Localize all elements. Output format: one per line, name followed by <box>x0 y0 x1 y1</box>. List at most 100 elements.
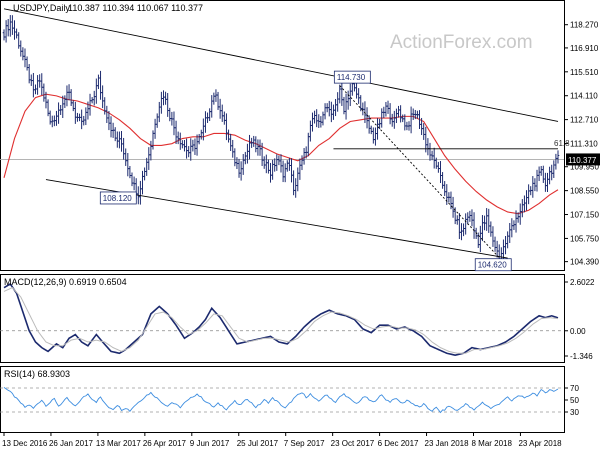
price-bar <box>409 106 413 134</box>
price-bar <box>542 165 545 183</box>
price-bar <box>193 138 197 155</box>
price-bar <box>248 134 251 160</box>
price-bar <box>65 85 69 107</box>
price-bar <box>239 161 243 181</box>
price-bar <box>225 113 228 141</box>
price-bar <box>183 139 186 152</box>
price-bar <box>97 74 100 90</box>
price-bar <box>506 231 509 249</box>
price-bar <box>521 199 524 218</box>
price-bar <box>63 95 67 108</box>
price-bar <box>298 158 302 180</box>
price-annotation-label: 114.730 <box>337 73 366 82</box>
price-bar <box>508 222 512 243</box>
last-price-label: 110.377 <box>568 156 597 165</box>
price-bar <box>42 83 46 102</box>
price-bar <box>218 98 222 119</box>
price-bar <box>441 172 444 189</box>
price-bar <box>143 167 146 181</box>
price-bar <box>4 20 8 43</box>
price-bar <box>157 101 161 123</box>
rsi-y-tick-label: 70 <box>570 384 579 393</box>
price-bar <box>82 115 86 126</box>
price-bar <box>57 102 60 124</box>
price-bar <box>126 153 130 177</box>
price-bar <box>176 131 180 145</box>
price-bar <box>174 120 178 145</box>
ohlc-readout: 110.387 110.394 110.067 110.377 <box>68 3 203 13</box>
macd-y-tick-label: 0.00 <box>570 327 586 336</box>
price-bar <box>130 172 134 187</box>
price-annotation: 114.730 <box>333 70 371 84</box>
price-bar <box>69 89 73 106</box>
price-bar <box>539 165 543 176</box>
price-bar <box>365 107 369 129</box>
price-bar <box>210 95 214 118</box>
macd-panel-frame <box>0 274 565 363</box>
price-bar <box>27 64 31 84</box>
price-bar <box>493 236 497 252</box>
price-bar <box>338 84 342 104</box>
price-bar <box>334 98 337 117</box>
price-bar <box>19 40 23 57</box>
price-annotation-label: 108.120 <box>103 194 132 203</box>
price-bar <box>369 125 373 135</box>
price-bar <box>15 28 18 39</box>
trendline-dotted <box>339 85 500 259</box>
price-bar <box>374 127 377 146</box>
price-bar <box>432 147 436 169</box>
price-bar <box>231 139 235 158</box>
price-bar <box>510 218 514 238</box>
price-bar <box>275 154 279 171</box>
price-bar <box>178 132 182 150</box>
macd-macd-line <box>3 282 559 356</box>
price-bar <box>101 85 104 109</box>
price-bar <box>283 163 287 183</box>
price-bar <box>535 169 539 192</box>
x-tick-label: 13 Mar 2017 <box>96 439 141 448</box>
price-bar <box>141 170 144 195</box>
price-bar <box>71 100 75 112</box>
price-bar <box>262 156 266 169</box>
price-bar <box>332 104 335 120</box>
price-bar <box>189 138 193 161</box>
x-tick-label: 23 Oct 2017 <box>331 439 375 448</box>
x-tick-label: 23 Jan 2018 <box>425 439 470 448</box>
price-bar <box>476 232 480 248</box>
price-bar <box>340 82 344 106</box>
price-bar <box>105 105 109 123</box>
price-bar <box>399 105 402 123</box>
price-bar <box>464 213 467 235</box>
price-bar <box>527 184 530 205</box>
price-bar <box>273 158 277 172</box>
price-bar <box>313 110 316 124</box>
price-bar <box>466 212 470 225</box>
price-bar <box>285 160 289 172</box>
x-tick-label: 25 Jul 2017 <box>237 439 279 448</box>
price-bar <box>290 158 293 183</box>
price-bar <box>533 178 537 192</box>
price-bar <box>208 108 211 122</box>
price-bar <box>204 111 207 133</box>
price-bar <box>227 129 230 143</box>
price-bar <box>214 89 218 102</box>
price-bar <box>327 100 331 117</box>
price-bar <box>265 154 268 174</box>
macd-panel-title: MACD(12,26,9) 0.6919 0.6504 <box>4 277 127 287</box>
last-price-box <box>566 153 600 166</box>
price-bar <box>523 195 526 213</box>
price-bar <box>281 160 285 183</box>
rsi-y-tick-label: 30 <box>570 408 579 417</box>
price-annotation: 104.620 <box>474 258 512 272</box>
price-bar <box>292 170 295 196</box>
price-bar <box>113 127 117 142</box>
price-bar <box>55 110 58 126</box>
price-bar <box>458 213 461 239</box>
price-bar <box>246 143 249 164</box>
price-bar <box>437 161 440 173</box>
price-bar <box>223 111 226 125</box>
price-bar <box>233 148 237 167</box>
rsi-panel-title: RSI(14) 68.9303 <box>4 369 70 379</box>
price-bar <box>80 109 83 130</box>
price-bar <box>550 164 554 181</box>
